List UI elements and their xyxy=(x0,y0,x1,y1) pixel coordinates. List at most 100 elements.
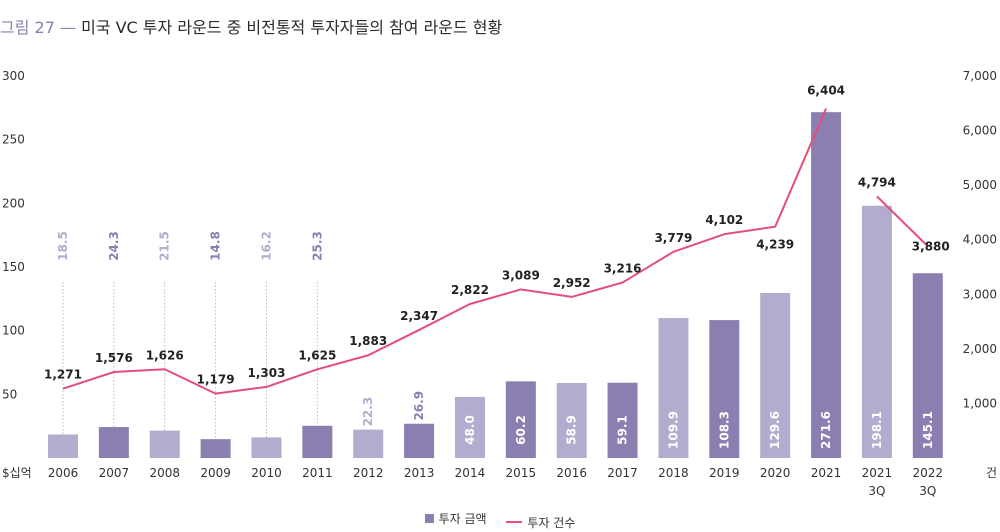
x-tick-label: 2020 xyxy=(760,466,791,480)
bar xyxy=(48,434,78,458)
legend-item-bars: 투자 금액 xyxy=(424,510,487,527)
x-tick-label: 2012 xyxy=(353,466,384,480)
bar-value-label: 145.1 xyxy=(921,411,935,449)
bar xyxy=(556,383,587,458)
bar xyxy=(98,427,129,458)
y-left-unit-label: $십억 xyxy=(2,466,32,480)
bar-value-label: 198.1 xyxy=(870,411,884,449)
y-left-tick: 50 xyxy=(2,387,17,401)
bar xyxy=(302,425,333,458)
legend: 투자 금액 투자 건수 xyxy=(0,510,1000,531)
bar-value-label: 108.3 xyxy=(717,411,731,449)
legend-label-line: 투자 건수 xyxy=(527,515,576,530)
y-right-tick: 5,000 xyxy=(963,178,997,192)
y-right-tick: 6,000 xyxy=(963,124,997,138)
y-right-tick: 4,000 xyxy=(963,233,997,247)
line-series-segment xyxy=(876,195,929,247)
y-right-unit-label: 건 xyxy=(986,466,997,480)
legend-swatch-line xyxy=(506,521,523,523)
x-tick-label: 2009 xyxy=(200,466,231,480)
line-value-label: 1,271 xyxy=(44,368,82,382)
chart-title: 그림 27 — 미국 VC 투자 라운드 중 비전통적 투자자들의 참여 라운드… xyxy=(0,14,502,38)
line-value-label: 4,239 xyxy=(756,238,794,252)
x-tick-label: 2019 xyxy=(709,466,740,480)
x-tick-label: 2016 xyxy=(556,466,587,480)
legend-label-bars: 투자 금액 xyxy=(438,512,487,526)
x-tick-label: 2015 xyxy=(506,466,537,480)
x-tick-label: 2008 xyxy=(149,466,180,480)
y-left-tick: 250 xyxy=(2,133,25,147)
line-value-label: 1,625 xyxy=(298,348,336,362)
x-tick-label: 2014 xyxy=(455,466,486,480)
x-tick-label: 2006 xyxy=(48,466,79,480)
bar xyxy=(811,112,842,459)
line-value-label: 1,179 xyxy=(197,373,235,387)
x-tick-label: 2021 xyxy=(811,466,842,480)
line-value-label: 1,576 xyxy=(95,351,133,365)
bar-value-label: 18.5 xyxy=(56,231,70,261)
y-left-tick: 100 xyxy=(2,324,25,338)
y-left-tick: 200 xyxy=(2,196,25,210)
y-right-tick: 2,000 xyxy=(963,342,997,356)
y-right-tick: 3,000 xyxy=(963,287,997,301)
bar-value-label: 22.3 xyxy=(361,397,375,427)
line-value-label: 4,794 xyxy=(858,175,896,189)
bar xyxy=(658,318,689,458)
line-series-segment xyxy=(62,108,827,395)
bar-value-label: 25.3 xyxy=(310,231,324,261)
bar xyxy=(404,423,435,458)
x-tick-label: 2010 xyxy=(251,466,282,480)
bar-value-label: 129.6 xyxy=(768,411,782,449)
line-value-label: 1,303 xyxy=(247,366,285,380)
bar xyxy=(200,439,231,458)
bar xyxy=(454,396,485,458)
bar xyxy=(607,382,638,458)
y-left-tick: 300 xyxy=(2,69,25,83)
line-value-label: 3,880 xyxy=(912,239,950,253)
bar xyxy=(760,292,791,458)
bar-value-label: 26.9 xyxy=(412,391,426,421)
x-tick-label: 2007 xyxy=(99,466,130,480)
bar-value-label: 271.6 xyxy=(819,411,833,449)
x-tick-label: 2022 3Q xyxy=(913,466,944,498)
bar xyxy=(353,429,384,458)
bar xyxy=(505,381,536,458)
line-value-label: 1,883 xyxy=(349,334,387,348)
line-value-label: 2,347 xyxy=(400,309,438,323)
bar xyxy=(251,437,282,458)
x-tick-label: 2013 xyxy=(404,466,435,480)
x-tick-label: 2018 xyxy=(658,466,689,480)
bar-value-label: 21.5 xyxy=(158,231,172,261)
y-right-tick: 1,000 xyxy=(963,396,997,410)
bar-value-label: 109.9 xyxy=(666,411,680,449)
line-value-label: 3,779 xyxy=(654,231,692,245)
line-value-label: 3,216 xyxy=(604,261,642,275)
bar-value-label: 58.9 xyxy=(565,415,579,445)
line-value-label: 2,822 xyxy=(451,283,489,297)
legend-swatch-bar xyxy=(424,514,434,523)
bar-value-label: 14.8 xyxy=(209,231,223,261)
bar-value-label: 16.2 xyxy=(259,231,273,261)
y-left-tick: 150 xyxy=(2,260,25,274)
line-value-label: 3,089 xyxy=(502,268,540,282)
bar-value-label: 59.1 xyxy=(616,415,630,445)
y-right-tick: 7,000 xyxy=(963,69,997,83)
bar xyxy=(149,430,180,458)
bar-value-label: 48.0 xyxy=(463,415,477,445)
bar-value-label: 60.2 xyxy=(514,415,528,445)
figure-number: 그림 27 — xyxy=(0,18,76,37)
line-value-label: 6,404 xyxy=(807,84,845,98)
chart-svg: 50 100 150 200 250 300 1,000 2,000 3,000 4,000 5,0… xyxy=(2,69,997,498)
line-value-label: 4,102 xyxy=(705,213,743,227)
bar xyxy=(709,320,740,458)
bar xyxy=(861,205,892,458)
x-tick-label: 2021 3Q xyxy=(862,466,893,498)
bar-value-label: 24.3 xyxy=(107,231,121,261)
title-text: 미국 VC 투자 라운드 중 비전통적 투자자들의 참여 라운드 현황 xyxy=(81,18,503,37)
x-tick-label: 2017 xyxy=(607,466,638,480)
x-tick-label: 2011 xyxy=(302,466,333,480)
bar xyxy=(912,273,943,458)
line-value-label: 2,952 xyxy=(553,276,591,290)
line-value-label: 1,626 xyxy=(146,348,184,362)
legend-item-line: 투자 건수 xyxy=(506,514,575,531)
